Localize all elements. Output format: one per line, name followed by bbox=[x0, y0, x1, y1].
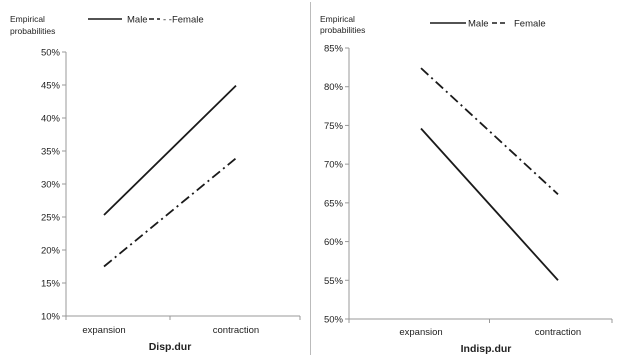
y-tick-label: 25% bbox=[41, 213, 61, 224]
y-tick-label: 45% bbox=[41, 81, 61, 92]
y-tick-label: 75% bbox=[324, 121, 344, 132]
y-tick-label: 20% bbox=[41, 246, 61, 257]
series-line-male bbox=[103, 85, 237, 216]
chart-panel-disp-dur: Empirical probabilities Male - -Female 10% 15… bbox=[10, 14, 301, 353]
y-tick-label: 55% bbox=[324, 276, 344, 287]
y-axis-label: probabilities bbox=[320, 25, 365, 35]
y-tick-label: 10% bbox=[41, 312, 61, 323]
x-axis-label: Indisp.dur bbox=[461, 343, 512, 355]
legend-label-male: Male bbox=[127, 15, 148, 26]
y-tick-label: 40% bbox=[41, 114, 61, 125]
legend-label-female: Female bbox=[514, 19, 546, 30]
series-line-female bbox=[420, 67, 559, 196]
x-tick-label: expansion bbox=[82, 325, 125, 336]
y-tick-label: 60% bbox=[324, 237, 344, 248]
y-axis-label: Empirical bbox=[10, 14, 45, 24]
x-tick-label: expansion bbox=[399, 327, 442, 338]
y-tick-label: 85% bbox=[324, 44, 344, 55]
y-axis-label: Empirical bbox=[320, 14, 355, 24]
y-tick-label: 35% bbox=[41, 147, 61, 158]
legend-label-male: Male bbox=[468, 19, 489, 30]
series-line-female bbox=[103, 157, 237, 268]
y-axis-label: probabilities bbox=[10, 26, 55, 36]
x-tick-label: contraction bbox=[213, 325, 259, 336]
series-line-male bbox=[420, 127, 559, 281]
legend-label-female: - -Female bbox=[163, 15, 204, 26]
y-tick-label: 50% bbox=[324, 315, 344, 326]
y-tick-label: 70% bbox=[324, 160, 344, 171]
y-tick-label: 80% bbox=[324, 82, 344, 93]
x-axis-label: Disp.dur bbox=[149, 341, 192, 353]
y-tick-label: 65% bbox=[324, 198, 344, 209]
y-tick-label: 15% bbox=[41, 279, 61, 290]
y-tick-label: 50% bbox=[41, 48, 61, 59]
x-tick-label: contraction bbox=[535, 327, 581, 338]
y-tick-label: 30% bbox=[41, 180, 61, 191]
